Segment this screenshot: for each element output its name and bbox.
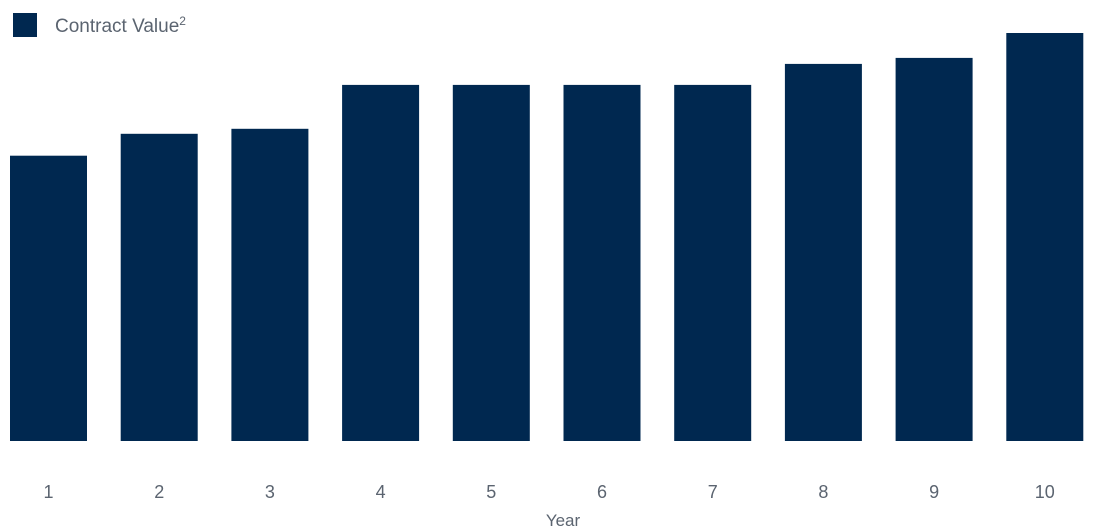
bar-year-4 xyxy=(342,84,420,442)
x-tick-label: 9 xyxy=(929,482,939,502)
bar-year-1 xyxy=(10,155,87,441)
x-tick-label: 4 xyxy=(376,482,386,502)
bar-year-5 xyxy=(452,84,530,442)
legend-series-name: Contract Value xyxy=(55,16,179,37)
bar-year-9 xyxy=(895,57,973,442)
chart-legend: Contract Value2 xyxy=(13,13,186,37)
x-tick-label: 1 xyxy=(43,482,53,502)
legend-swatch xyxy=(13,13,37,37)
legend-superscript: 2 xyxy=(179,14,186,28)
x-tick-label: 2 xyxy=(154,482,164,502)
bar-year-3 xyxy=(231,128,309,442)
x-tick-label: 10 xyxy=(1035,482,1055,502)
x-axis-ticks: 1 2 3 4 5 6 7 8 9 10 xyxy=(43,482,1054,502)
x-tick-label: 8 xyxy=(818,482,828,502)
bar-series xyxy=(10,33,1084,442)
x-tick-label: 6 xyxy=(597,482,607,502)
x-tick-label: 7 xyxy=(708,482,718,502)
bar-year-8 xyxy=(784,63,862,442)
bar-year-7 xyxy=(674,84,752,442)
x-tick-label: 3 xyxy=(265,482,275,502)
bar-year-2 xyxy=(120,133,198,442)
bar-year-10 xyxy=(1006,33,1084,441)
legend-label: Contract Value2 xyxy=(55,14,186,37)
bar-year-6 xyxy=(563,84,641,442)
x-axis-label: Year xyxy=(546,511,581,530)
x-tick-label: 5 xyxy=(486,482,496,502)
